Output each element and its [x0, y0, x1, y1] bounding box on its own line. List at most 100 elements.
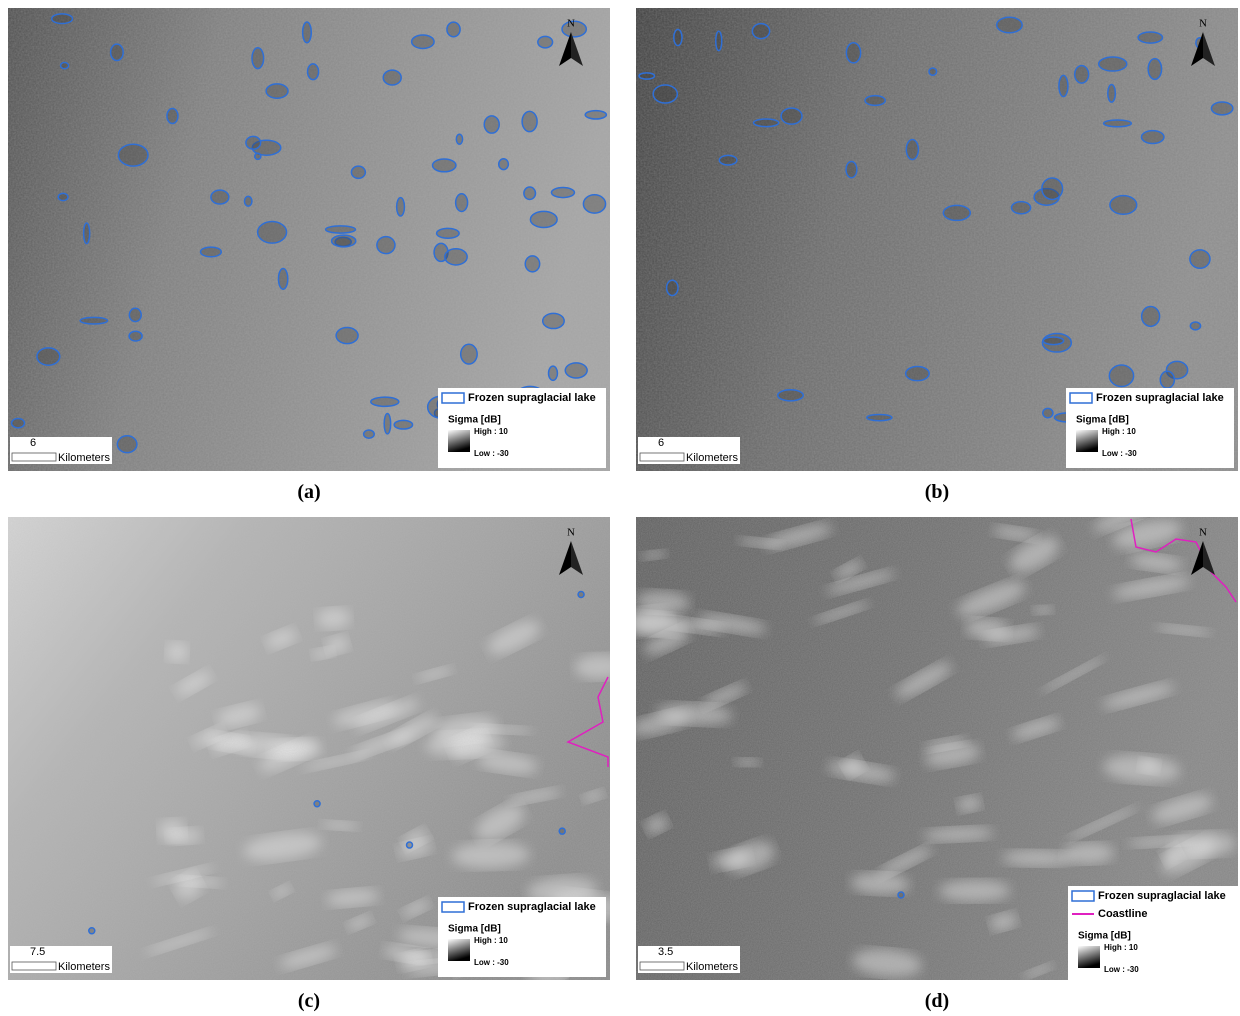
lake-outline — [1043, 408, 1053, 417]
lake-outline — [522, 111, 537, 131]
lake-outline — [943, 205, 970, 220]
lake-outline — [549, 366, 558, 380]
lake-outline — [754, 119, 779, 127]
lake-outline — [906, 367, 929, 381]
legend-high: High : 10 — [1104, 943, 1138, 952]
panel-caption: (c) — [8, 990, 610, 1013]
legend-high: High : 10 — [474, 936, 508, 945]
lake-outline — [1160, 371, 1174, 388]
lake-outline — [1099, 57, 1127, 71]
lake-outline — [716, 31, 722, 50]
lake-outline — [551, 188, 574, 198]
lake-outline — [583, 195, 605, 213]
lake-outline — [111, 44, 124, 60]
lake-outline — [674, 29, 682, 45]
lake-outline — [1043, 337, 1063, 345]
figure: N6KilometersFrozen supraglacial lakeSigm… — [0, 0, 1240, 1016]
lake-outline — [456, 134, 462, 144]
lake-outline — [1042, 178, 1063, 199]
legend-ramp — [1076, 430, 1098, 452]
legend-sigma-title: Sigma [dB] — [448, 924, 501, 935]
lake-outline — [1059, 75, 1068, 96]
lake-outline — [667, 280, 678, 295]
lake-outline — [445, 249, 467, 265]
lake-outline — [867, 415, 892, 421]
panel-caption: (d) — [636, 990, 1238, 1013]
lake-outline — [461, 344, 477, 364]
scale-value: 6 — [30, 437, 36, 449]
lake-outline — [201, 247, 222, 257]
legend-high: High : 10 — [1102, 427, 1136, 436]
legend-sigma-title: Sigma [dB] — [1078, 931, 1131, 942]
scale-bar — [12, 962, 56, 970]
lake-outline — [997, 17, 1022, 32]
lake-outline — [929, 68, 937, 75]
lake-outline — [639, 73, 655, 79]
lake-outline — [447, 22, 460, 37]
lake-outline — [1104, 120, 1132, 127]
lake-outline — [559, 828, 565, 834]
lake-outline — [412, 35, 434, 48]
scale-value: 6 — [658, 437, 664, 449]
legend-ramp — [448, 430, 470, 452]
lake-outline — [846, 43, 860, 63]
legend-low: Low : -30 — [474, 958, 509, 967]
lake-outline — [865, 96, 885, 106]
lake-outline — [397, 198, 405, 216]
lake-outline — [377, 237, 395, 254]
lake-outline — [543, 313, 564, 328]
legend-sigma-title: Sigma [dB] — [1076, 415, 1129, 426]
lake-outline — [167, 109, 178, 124]
map-panel: N7.5KilometersFrozen supraglacial lakeSi… — [8, 517, 610, 980]
lake-outline — [326, 226, 356, 233]
lake-outline — [118, 144, 148, 166]
north-label: N — [1199, 18, 1207, 30]
lake-outline — [84, 223, 90, 244]
lake-outline — [308, 64, 319, 80]
lake-outline — [52, 14, 73, 24]
lake-outline — [303, 22, 312, 43]
north-label: N — [1199, 527, 1207, 539]
lake-outline — [781, 108, 802, 124]
scale-bar — [640, 962, 684, 970]
lake-outline — [778, 390, 804, 401]
lake-outline — [524, 187, 536, 199]
lake-outline — [117, 436, 137, 453]
lake-outline — [278, 269, 287, 290]
lake-outline — [578, 592, 584, 598]
lake-outline — [1108, 85, 1116, 103]
lake-outline — [266, 84, 288, 98]
scale-bar — [12, 453, 56, 461]
legend-item: Frozen supraglacial lake — [1096, 392, 1224, 404]
lake-outline — [653, 85, 677, 103]
legend-item: Frozen supraglacial lake — [468, 392, 596, 404]
lake-outline — [484, 116, 499, 133]
scale-bar — [640, 453, 684, 461]
lake-outline — [244, 196, 251, 206]
lake-outline — [255, 153, 261, 159]
lake-outline — [433, 159, 456, 172]
lake-outline — [61, 63, 69, 69]
lake-outline — [1012, 202, 1031, 214]
lake-outline — [89, 928, 95, 934]
lake-outline — [437, 228, 460, 238]
lake-outline — [384, 414, 391, 434]
lake-outline — [1110, 196, 1137, 215]
legend-low: Low : -30 — [1102, 449, 1137, 458]
lake-outline — [456, 194, 468, 212]
north-label: N — [567, 527, 575, 539]
lake-outline — [906, 139, 918, 159]
lake-outline — [129, 308, 141, 321]
lake-outline — [314, 801, 320, 807]
lake-outline — [1142, 306, 1160, 326]
lake-outline — [1075, 66, 1089, 83]
lake-outline — [371, 397, 399, 406]
lake-outline — [336, 328, 358, 344]
scale-value: 3.5 — [658, 946, 673, 958]
lake-outline — [37, 348, 60, 365]
lake-outline — [258, 222, 287, 244]
lake-outline — [383, 70, 401, 85]
